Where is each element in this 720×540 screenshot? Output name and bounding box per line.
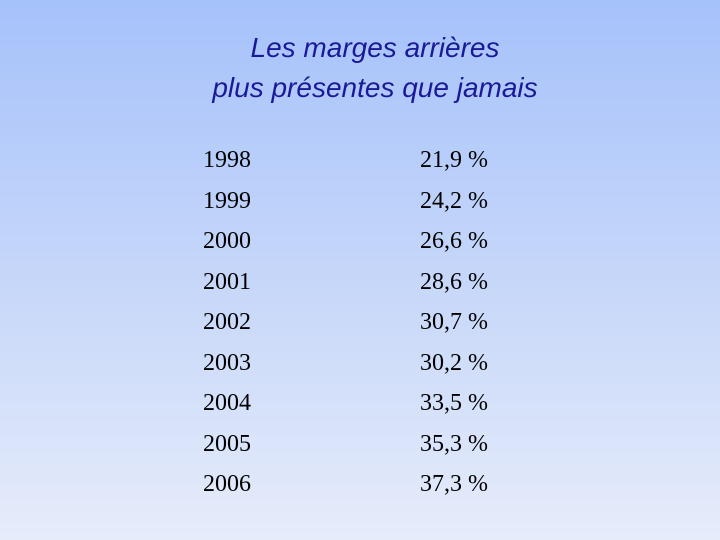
year-cell: 2002 [203, 309, 251, 335]
year-cell: 2000 [203, 228, 251, 254]
percentage-cell: 35,3 % [420, 430, 488, 457]
percentage-cell: 21,9 % [420, 147, 488, 173]
year-cell: 2003 [203, 349, 251, 376]
percentage-cell: 28,6 % [420, 268, 488, 295]
slide-title-line-2: plus présentes que jamais [212, 72, 538, 103]
table-row: 2004 33,5 % [203, 383, 488, 424]
table-row: 2001 28,6 % [203, 262, 488, 303]
year-cell: 2005 [203, 430, 251, 457]
table-row: 2005 35,3 % [203, 424, 488, 465]
table-row: 1999 24,2 % [203, 181, 488, 222]
year-cell: 2001 [203, 268, 251, 295]
percentage-cell: 26,6 % [420, 228, 488, 254]
slide-title-line-1: Les marges arrières [250, 32, 500, 63]
year-cell: 2004 [203, 390, 251, 416]
year-cell: 1999 [203, 187, 251, 214]
table-row: 2000 26,6 % [203, 221, 488, 262]
percentage-cell: 30,7 % [420, 309, 488, 335]
percentage-cell: 30,2 % [420, 349, 488, 376]
table-row: 2006 37,3 % [203, 464, 488, 505]
year-cell: 1998 [203, 147, 251, 173]
table-row: 2002 30,7 % [203, 302, 488, 343]
table-row: 2003 30,2 % [203, 343, 488, 384]
percentage-cell: 24,2 % [420, 187, 488, 214]
percentage-cell: 37,3 % [420, 471, 488, 497]
slide-title: Les marges arrières plus présentes que j… [0, 28, 720, 108]
year-cell: 2006 [203, 471, 251, 497]
percentage-cell: 33,5 % [420, 390, 488, 416]
data-table: 1998 21,9 % 1999 24,2 % 2000 26,6 % 2001… [203, 140, 488, 505]
table-row: 1998 21,9 % [203, 140, 488, 181]
